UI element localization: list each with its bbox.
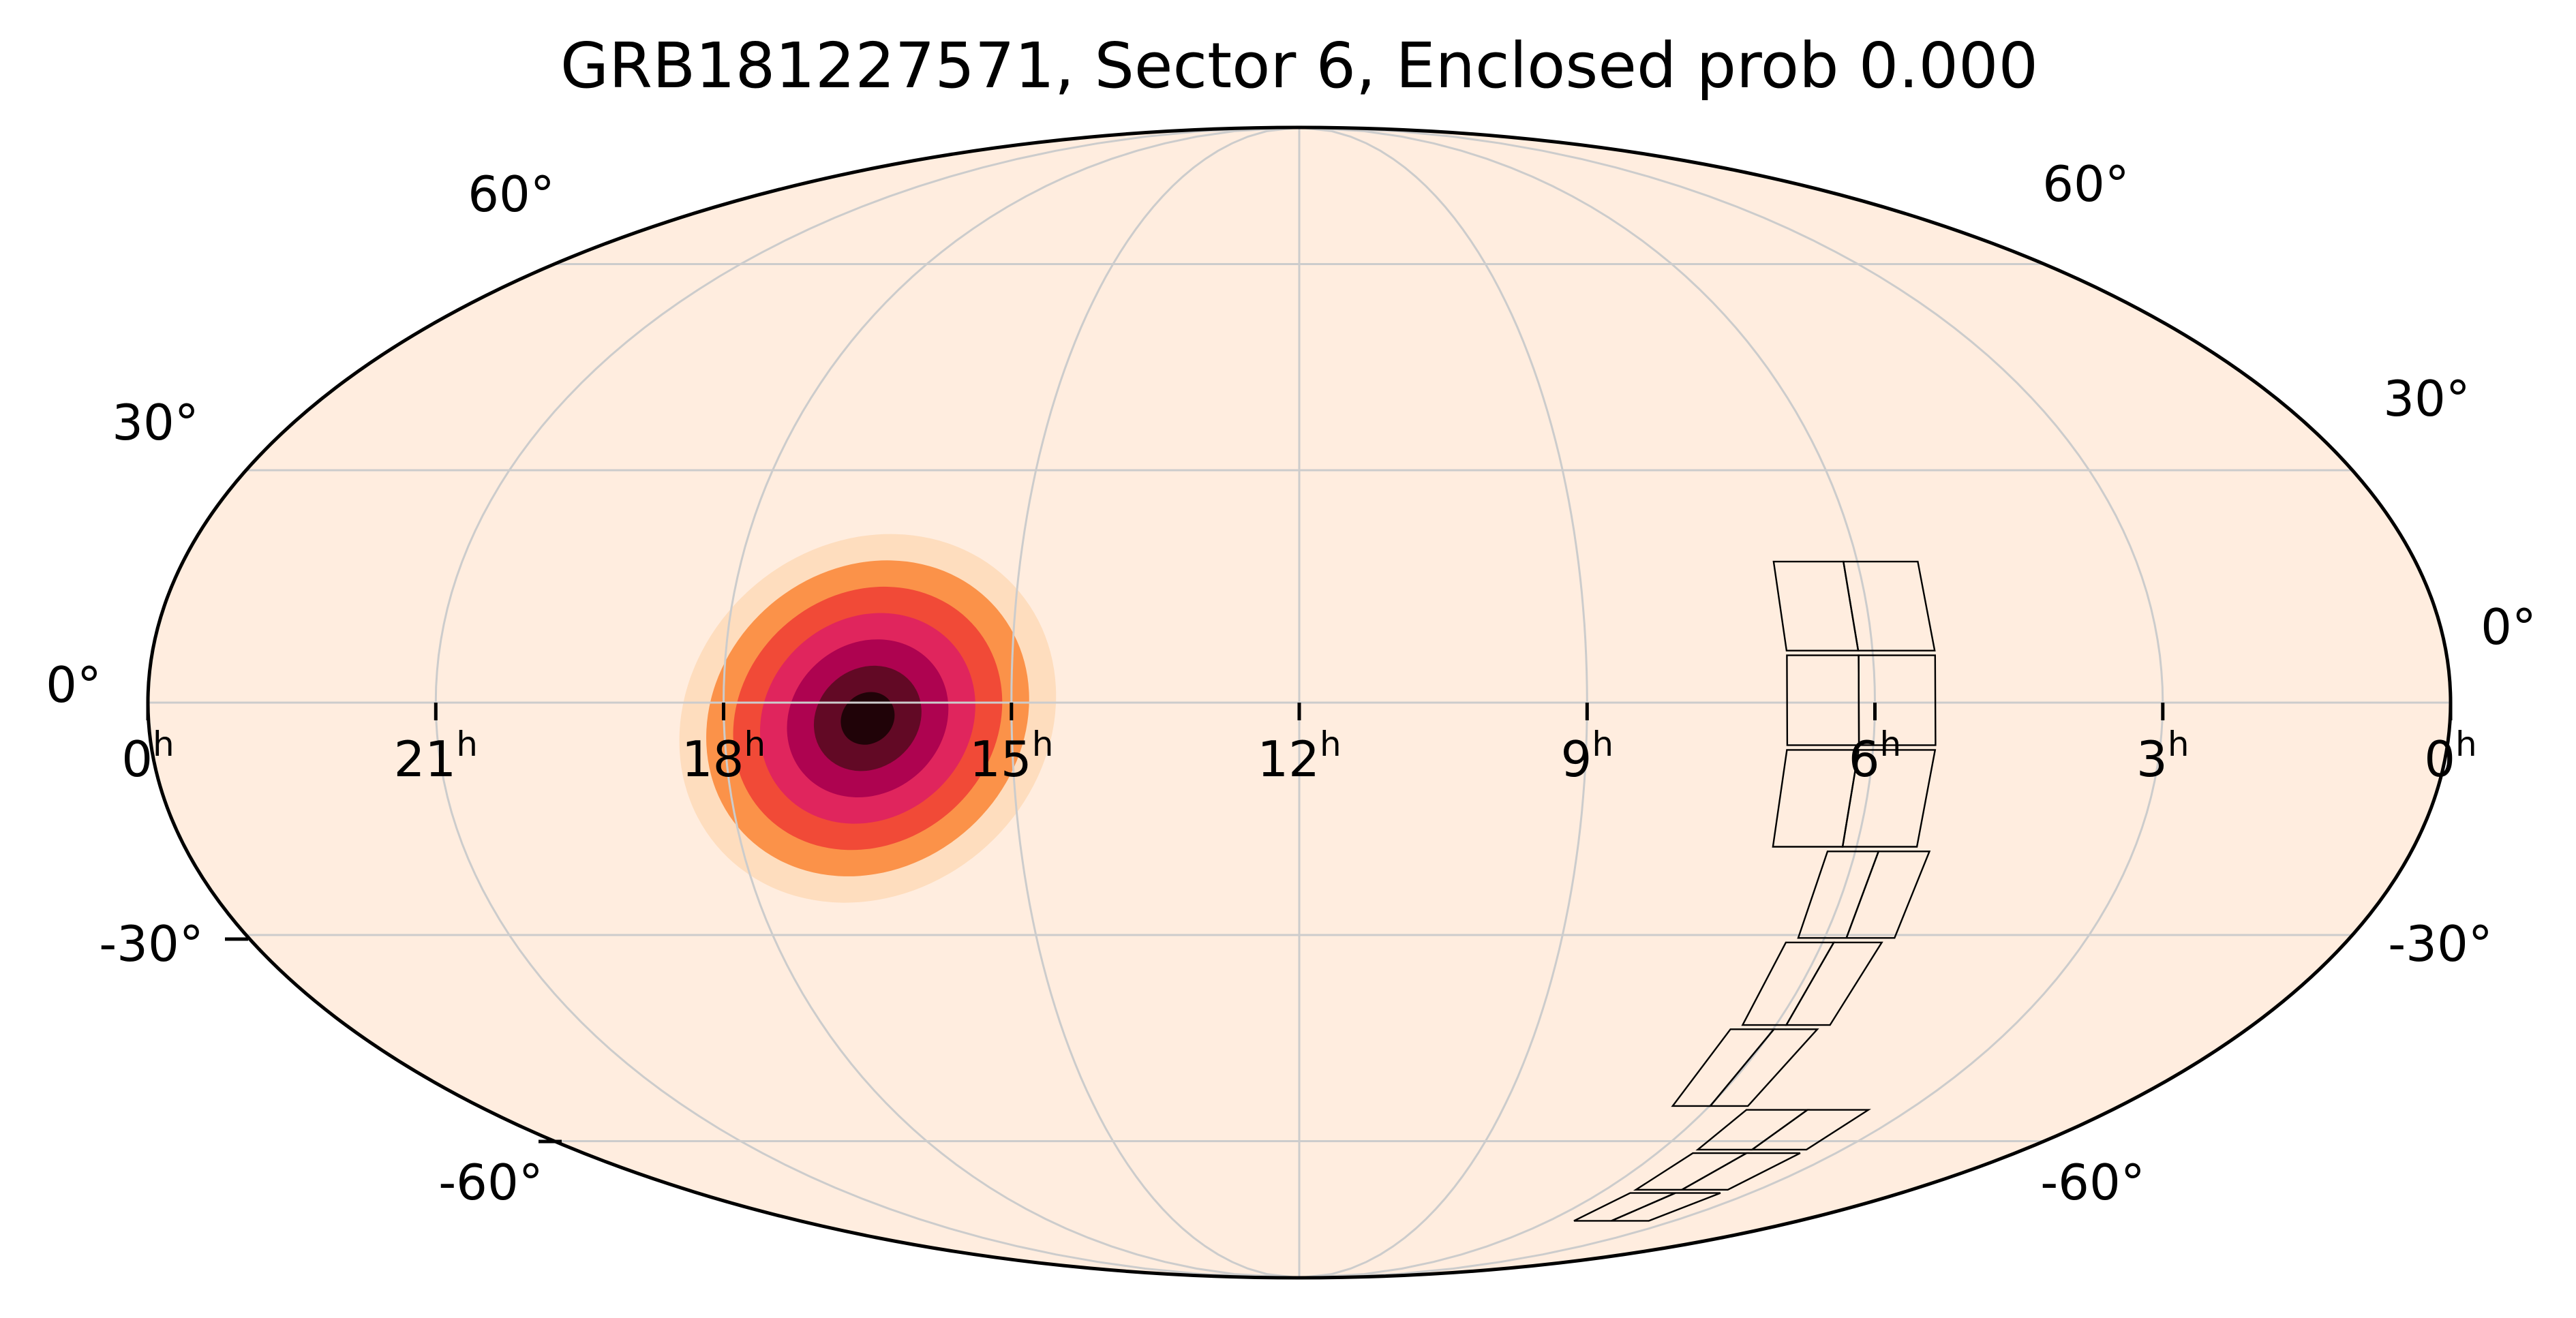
dec-label-right-0: 0° (2481, 598, 2536, 656)
dec-ticks: 60° 60° 30° 30° 0° 0° -30° -30° -60° -60° (46, 155, 2536, 1211)
dec-label-right--30: -30° (2388, 915, 2493, 972)
ccd-tile-4 (1858, 654, 1937, 746)
ra-tick-label-6: 6h (1849, 724, 1902, 788)
ra-tick-label-8: 0h (2424, 724, 2477, 788)
dec-label-left-60: 60° (468, 166, 555, 223)
ra-tick-label-7: 3h (2136, 724, 2189, 788)
sector-footprint (1573, 560, 1937, 1222)
ccd-tile-12 (1708, 1028, 1819, 1107)
dec-label-left-30: 30° (112, 394, 199, 451)
ra-ticks: 0h 21h 18h 15h 12h 9h 6h 3h 0h (121, 703, 2477, 788)
dec-label-right-60: 60° (2042, 155, 2130, 213)
ra-tick-label-0: 0h (121, 724, 175, 788)
probability-contour-7 (840, 692, 895, 745)
ccd-tile-6 (1841, 749, 1937, 848)
dec-label-left--30: -30° (99, 915, 204, 972)
ccd-tile-18 (1611, 1192, 1721, 1222)
probability-heatmap (679, 534, 1057, 903)
dec-label-left--60: -60° (438, 1154, 543, 1211)
ccd-tile-16 (1678, 1152, 1801, 1191)
ra-tick-label-3: 15h (969, 724, 1053, 788)
ra-tick-label-1: 21h (394, 724, 478, 788)
chart-title: GRB181227571, Sector 6, Enclosed prob 0.… (560, 29, 2038, 102)
ccd-tile-14 (1749, 1109, 1871, 1151)
ccd-tile-10 (1785, 941, 1883, 1026)
ccd-tile-2 (1842, 560, 1936, 652)
dec-label-right--60: -60° (2040, 1154, 2145, 1211)
ra-tick-label-4: 12h (1257, 724, 1341, 788)
dec-label-left-0: 0° (46, 656, 102, 714)
dec-label-right-30: 30° (2383, 370, 2470, 427)
ra-tick-label-5: 9h (1561, 724, 1614, 788)
ra-tick-label-2: 18h (682, 724, 766, 788)
ccd-tile-8 (1845, 850, 1931, 939)
